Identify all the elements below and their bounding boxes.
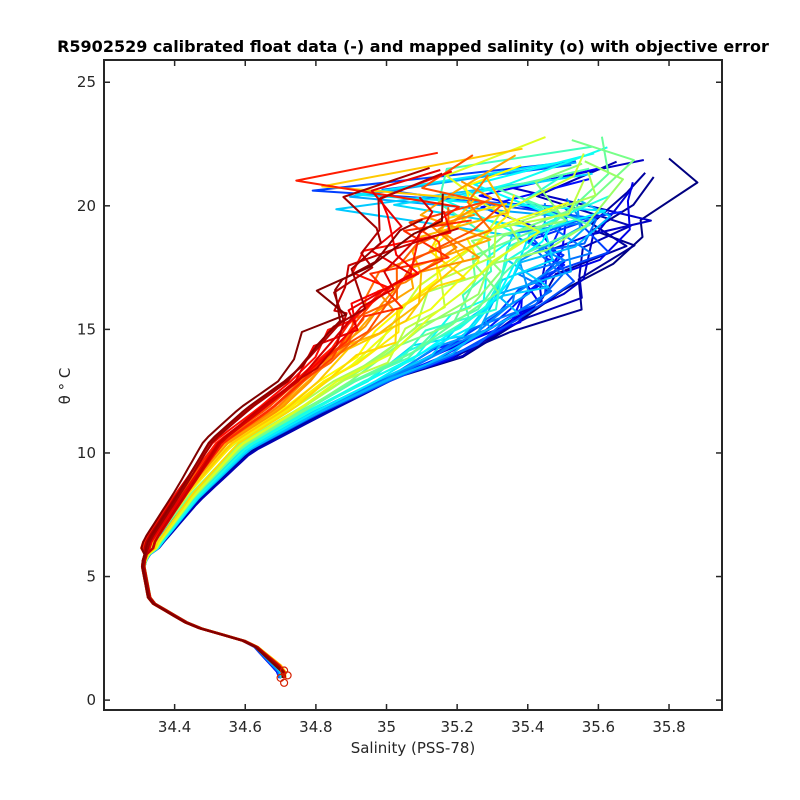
y-tick-label: 15 — [77, 320, 96, 338]
mapped-salinity-marker — [280, 666, 289, 675]
x-tick-label: 34.6 — [229, 718, 262, 736]
mapped-salinity-markers — [276, 666, 292, 687]
x-tick-label: 35.4 — [511, 718, 544, 736]
y-tick-label: 20 — [77, 197, 96, 215]
x-tick-label: 35.6 — [582, 718, 615, 736]
y-tick-label: 10 — [77, 444, 96, 462]
x-tick-label: 34.8 — [299, 718, 332, 736]
x-tick-label: 35.2 — [440, 718, 473, 736]
mapped-salinity-marker — [276, 673, 285, 683]
x-axis-ticks: 34.4 34.6 34.8 35 35.2 35.4 35.6 35.8 — [158, 60, 686, 736]
x-tick-label: 34.4 — [158, 718, 191, 736]
y-tick-label: 25 — [77, 73, 96, 91]
y-axis-ticks: 0 5 10 15 20 25 — [77, 73, 722, 709]
float-profiles — [140, 136, 699, 679]
x-tick-label: 35.8 — [652, 718, 685, 736]
chart-title: R5902529 calibrated float data (-) and m… — [57, 37, 769, 56]
y-tick-label: 0 — [86, 691, 96, 709]
y-tick-label: 5 — [86, 568, 96, 586]
y-axis-label: θ ° C — [56, 368, 74, 405]
x-axis-label: Salinity (PSS-78) — [351, 739, 476, 757]
plot-frame — [103, 59, 723, 711]
x-tick-label: 35 — [377, 718, 396, 736]
profile-line — [140, 193, 444, 679]
